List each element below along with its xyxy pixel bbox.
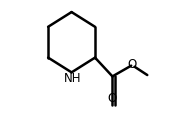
Text: O: O [127, 58, 136, 72]
Text: NH: NH [64, 72, 82, 85]
Text: O: O [108, 92, 117, 105]
